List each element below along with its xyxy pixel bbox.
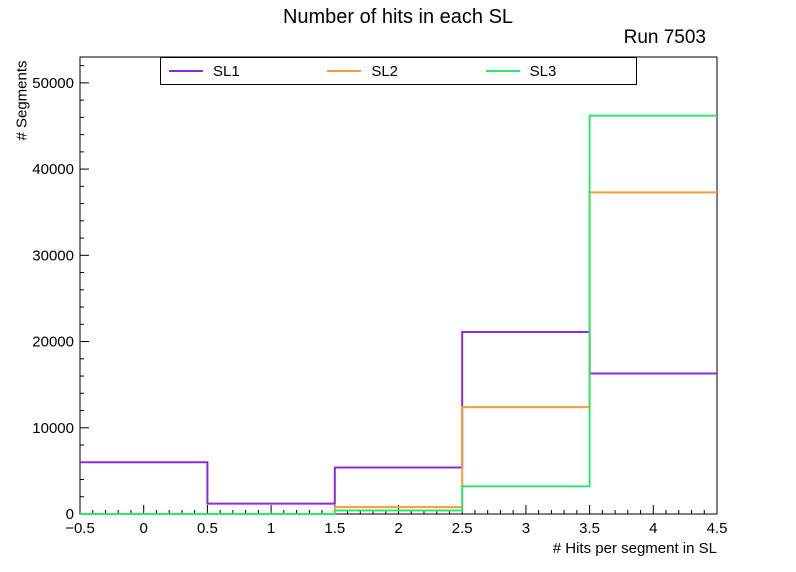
plot-frame xyxy=(79,56,718,515)
series-line-SL1 xyxy=(80,331,717,505)
y-tick-label: 10000 xyxy=(32,420,74,437)
series-line-SL3 xyxy=(80,114,717,515)
legend-swatch-SL3 xyxy=(485,70,520,72)
x-tick-label: 2.5 xyxy=(452,520,473,537)
x-tick-label: 3 xyxy=(522,520,530,537)
y-axis-label: # Segments xyxy=(13,60,31,141)
x-tick-label: 0 xyxy=(140,520,148,537)
y-tick-label: 30000 xyxy=(32,247,74,264)
chart-title: Number of hits in each SL xyxy=(282,6,514,28)
legend-swatch-SL2 xyxy=(327,70,362,72)
legend: SL1 SL2 SL3 xyxy=(160,57,637,85)
legend-label-SL2: SL2 xyxy=(371,62,399,80)
legend-item-SL2: SL2 xyxy=(319,63,477,80)
x-tick-label: −0.5 xyxy=(65,520,95,537)
x-tick-label: 2 xyxy=(394,520,402,537)
legend-item-SL3: SL3 xyxy=(478,63,636,80)
x-tick-label: 3.5 xyxy=(579,520,600,537)
legend-label-SL1: SL1 xyxy=(213,62,240,80)
run-annotation: Run 7503 xyxy=(623,27,706,48)
legend-label-SL3: SL3 xyxy=(529,62,557,80)
x-tick-label: 4 xyxy=(649,520,657,537)
x-tick-label: 1.5 xyxy=(324,520,345,537)
series-line-SL2 xyxy=(80,191,717,515)
y-tick-label: 0 xyxy=(66,506,74,523)
y-tick-label: 20000 xyxy=(32,334,74,351)
x-axis-label: # Hits per segment in SL xyxy=(552,540,717,557)
x-tick-label: 0.5 xyxy=(197,520,218,537)
x-tick-label: 1 xyxy=(267,520,275,537)
legend-swatch-SL1 xyxy=(169,70,203,72)
y-tick-label: 40000 xyxy=(32,161,74,178)
legend-item-SL1: SL1 xyxy=(161,63,319,80)
x-tick-label: 4.5 xyxy=(707,520,728,537)
y-tick-label: 50000 xyxy=(32,75,74,92)
